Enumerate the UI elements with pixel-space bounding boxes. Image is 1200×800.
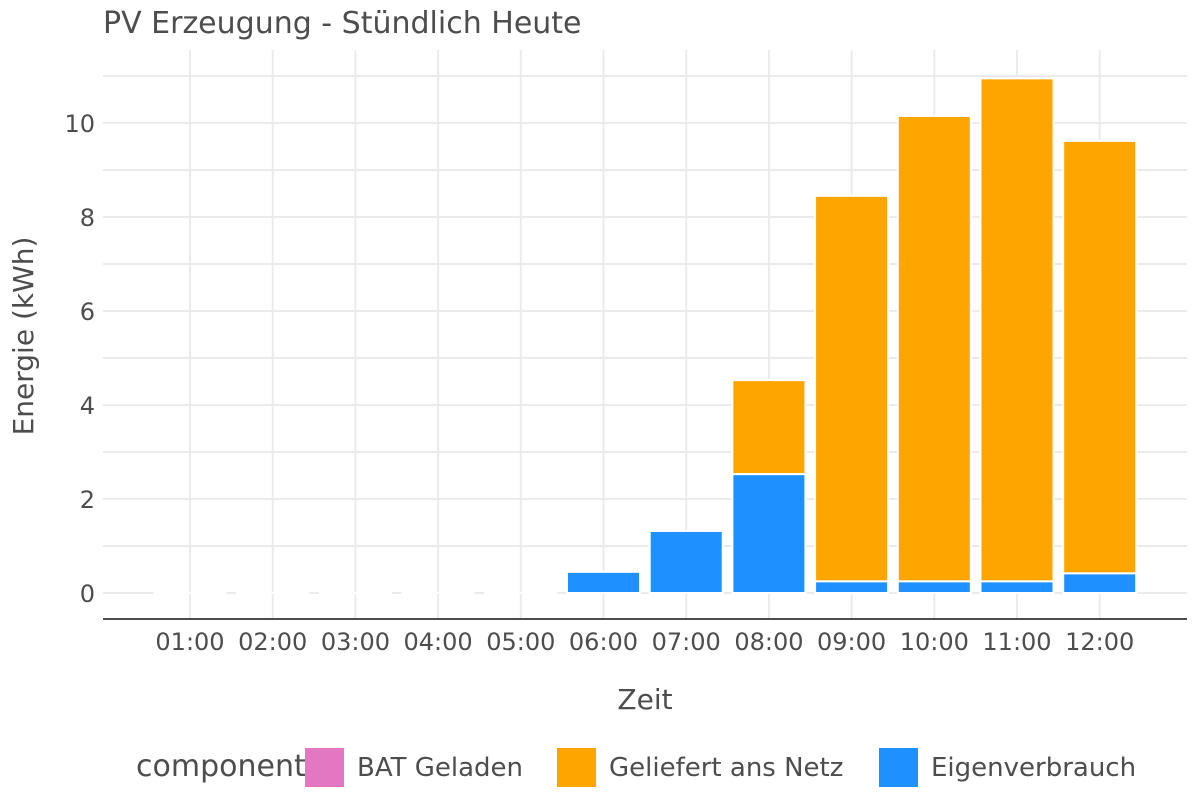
bar-geliefert-ans-netz bbox=[814, 194, 890, 583]
x-tick-label: 08:00 bbox=[734, 628, 803, 656]
legend-label: Eigenverbrauch bbox=[931, 753, 1136, 783]
legend: component BAT Geladen Geliefert ans Netz E… bbox=[136, 748, 1136, 787]
x-tick-label: 09:00 bbox=[817, 628, 886, 656]
y-tick-label: 8 bbox=[80, 204, 95, 232]
legend-label: BAT Geladen bbox=[357, 753, 523, 783]
x-tick-label: 01:00 bbox=[155, 628, 224, 656]
bar-geliefert-ans-netz bbox=[896, 114, 972, 583]
bar-geliefert-ans-netz bbox=[979, 77, 1055, 583]
x-tick-label: 02:00 bbox=[238, 628, 307, 656]
bar-eigenverbrauch bbox=[648, 529, 724, 595]
legend-swatch bbox=[557, 748, 596, 787]
x-tick-label: 05:00 bbox=[486, 628, 555, 656]
legend-label: Geliefert ans Netz bbox=[609, 753, 843, 783]
y-axis-ticks: 0 2 4 6 8 10 bbox=[64, 110, 95, 608]
x-axis-title: Zeit bbox=[617, 683, 672, 716]
bar-eigenverbrauch bbox=[1062, 572, 1138, 595]
x-tick-label: 11:00 bbox=[982, 628, 1051, 656]
bar-geliefert-ans-netz bbox=[1062, 139, 1138, 575]
bar-eigenverbrauch bbox=[814, 580, 890, 594]
chart-title: PV Erzeugung - Stündlich Heute bbox=[103, 6, 582, 41]
y-tick-label: 0 bbox=[80, 580, 95, 608]
legend-swatch bbox=[305, 748, 344, 787]
x-tick-label: 10:00 bbox=[900, 628, 969, 656]
bar-eigenverbrauch bbox=[896, 580, 972, 594]
x-tick-label: 07:00 bbox=[652, 628, 721, 656]
bar-eigenverbrauch bbox=[566, 570, 641, 594]
x-tick-label: 04:00 bbox=[404, 628, 473, 656]
y-axis-title: Energie (kWh) bbox=[7, 237, 40, 436]
y-tick-label: 6 bbox=[80, 298, 95, 326]
y-tick-label: 10 bbox=[64, 110, 95, 138]
y-tick-label: 4 bbox=[80, 392, 95, 420]
x-tick-label: 12:00 bbox=[1065, 628, 1134, 656]
bar-eigenverbrauch bbox=[979, 580, 1055, 594]
x-tick-label: 06:00 bbox=[569, 628, 638, 656]
bar-eigenverbrauch bbox=[731, 473, 807, 594]
x-tick-label: 03:00 bbox=[321, 628, 390, 656]
bar-geliefert-ans-netz bbox=[731, 379, 807, 476]
legend-swatch bbox=[879, 748, 918, 787]
x-axis-ticks: 01:00 02:00 03:00 04:00 05:00 06:00 07:00 08:00… bbox=[155, 628, 1134, 656]
y-tick-label: 2 bbox=[80, 486, 95, 514]
bars bbox=[153, 77, 1138, 595]
legend-title: component bbox=[136, 749, 306, 784]
